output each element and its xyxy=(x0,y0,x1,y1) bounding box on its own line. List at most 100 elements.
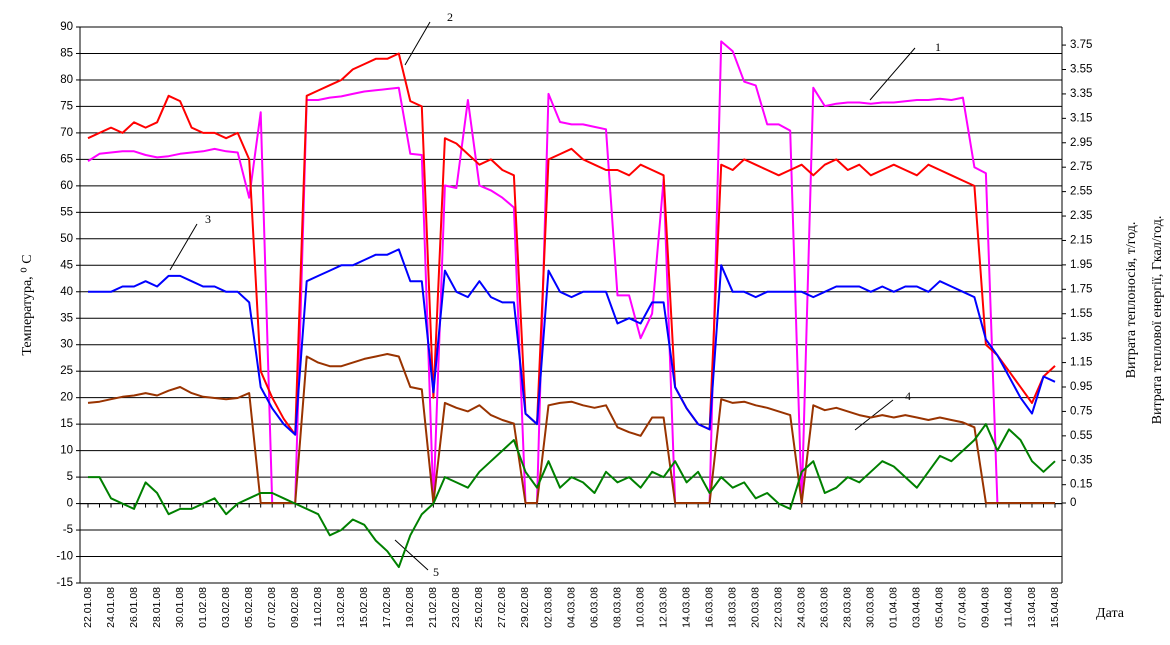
y-tick-label: -15 xyxy=(56,577,73,589)
y2-axis-title: Витрата теплової енергії, Гкал/год. xyxy=(1150,216,1165,425)
y-tick-label: 85 xyxy=(60,48,73,60)
y2-tick-label: 1.35 xyxy=(1070,332,1092,344)
x-tick-label: 15.04.08 xyxy=(1049,587,1061,628)
y2-tick-label: 2.55 xyxy=(1070,186,1092,198)
leader xyxy=(404,21,431,66)
y-tick-label: -5 xyxy=(63,524,73,536)
y2-axis-title: Витрата теплоносія, т/год. xyxy=(1124,222,1139,379)
y-tick-label: 65 xyxy=(60,153,73,165)
y2-tick-label: 2.35 xyxy=(1070,210,1092,222)
y-tick-label: 45 xyxy=(60,259,73,271)
leader xyxy=(169,223,198,271)
series-line xyxy=(87,40,1055,504)
x-tick-label: 22.03.08 xyxy=(772,587,784,628)
y2-tick-label: 0 xyxy=(1070,497,1076,509)
annotation-leaders xyxy=(169,21,916,571)
y-tick-label: 10 xyxy=(60,445,73,457)
x-tick-label: 22.01.08 xyxy=(82,587,94,628)
x-tick-label: 25.02.08 xyxy=(473,587,485,628)
y2-tick-label: 2.75 xyxy=(1070,161,1092,173)
x-tick-label: 18.03.08 xyxy=(726,587,738,628)
x-tick-label: 13.02.08 xyxy=(335,587,347,628)
x-tick-label: 01.02.08 xyxy=(197,587,209,628)
y-tick-label: 80 xyxy=(60,74,73,86)
y2-tick-label: 2.15 xyxy=(1070,234,1092,246)
x-tick-label: 26.03.08 xyxy=(819,587,831,628)
y-axis-title: Температура, ⁰ C xyxy=(20,254,35,355)
y2-tick-label: 0.35 xyxy=(1070,454,1092,466)
series-line xyxy=(88,423,1056,569)
x-tick-label: 13.04.08 xyxy=(1026,587,1038,628)
annotation: 2 xyxy=(447,10,453,24)
y2-tick-label: 1.55 xyxy=(1070,308,1092,320)
x-tick-label: 20.03.08 xyxy=(749,587,761,628)
x-tick-label: 14.03.08 xyxy=(680,587,692,628)
axes: -15-10-505101520253035404550556065707580… xyxy=(56,21,1092,628)
x-tick-label: 10.03.08 xyxy=(634,587,646,628)
plot: -15-10-505101520253035404550556065707580… xyxy=(56,21,1092,628)
x-tick-label: 11.02.08 xyxy=(312,587,324,627)
y-tick-label: 60 xyxy=(60,180,73,192)
x-tick-label: 07.02.08 xyxy=(266,587,278,628)
x-tick-label: 04.03.08 xyxy=(565,587,577,628)
y2-tick-label: 3.35 xyxy=(1070,88,1092,100)
x-tick-label: 26.01.08 xyxy=(128,587,140,628)
y2-tick-label: 1.95 xyxy=(1070,259,1092,271)
annotation: 5 xyxy=(433,565,439,579)
x-tick-label: 06.03.08 xyxy=(588,587,600,628)
y-tick-label: 0 xyxy=(67,498,73,510)
y-tick-label: -10 xyxy=(56,551,73,563)
x-tick-label: 01.04.08 xyxy=(888,587,900,628)
y-tick-label: 5 xyxy=(67,471,73,483)
y-tick-label: 50 xyxy=(60,233,73,245)
y2-tick-label: 2.95 xyxy=(1070,137,1092,149)
x-tick-label: 03.04.08 xyxy=(911,587,923,628)
leader xyxy=(854,399,894,431)
x-tick-label: 11.04.08 xyxy=(1003,587,1015,627)
y2-tick-label: 1.15 xyxy=(1070,357,1092,369)
series-line xyxy=(87,353,1055,504)
x-tick-label: 17.02.08 xyxy=(381,587,393,628)
x-tick-label: 23.02.08 xyxy=(450,587,462,628)
y2-tick-label: 3.15 xyxy=(1070,112,1092,124)
y2-tick-label: 3.55 xyxy=(1070,64,1092,76)
x-tick-label: 21.02.08 xyxy=(427,587,439,628)
x-tick-label: 16.03.08 xyxy=(703,587,715,628)
x-tick-label: 24.01.08 xyxy=(105,587,117,628)
y-tick-label: 75 xyxy=(60,100,73,112)
x-axis-title: Дата xyxy=(1096,606,1125,621)
annotation: 3 xyxy=(205,212,211,226)
x-tick-label: 28.01.08 xyxy=(151,587,163,628)
x-tick-label: 09.04.08 xyxy=(980,587,992,628)
x-tick-label: 05.04.08 xyxy=(934,587,946,628)
leader xyxy=(869,47,916,101)
x-tick-label: 28.03.08 xyxy=(842,587,854,628)
y2-tick-label: 0.15 xyxy=(1070,479,1092,491)
y2-tick-label: 0.55 xyxy=(1070,430,1092,442)
y-tick-label: 30 xyxy=(60,339,73,351)
y-tick-label: 90 xyxy=(60,21,73,33)
y-tick-label: 20 xyxy=(60,392,73,404)
x-tick-label: 29.02.08 xyxy=(519,587,531,628)
leader xyxy=(394,539,429,571)
x-tick-label: 30.03.08 xyxy=(865,587,877,628)
x-tick-label: 24.03.08 xyxy=(796,587,808,628)
annotation: 4 xyxy=(905,389,911,403)
series-line xyxy=(88,248,1056,436)
annotation: 1 xyxy=(935,40,941,54)
x-tick-label: 05.02.08 xyxy=(243,587,255,628)
y-tick-label: 55 xyxy=(60,206,73,218)
series-line xyxy=(87,52,1056,436)
x-tick-label: 27.02.08 xyxy=(496,587,508,628)
x-tick-label: 19.02.08 xyxy=(404,587,416,628)
y2-tick-label: 0.75 xyxy=(1070,405,1092,417)
y-tick-label: 15 xyxy=(60,418,73,430)
x-tick-label: 02.03.08 xyxy=(542,587,554,628)
x-tick-label: 09.02.08 xyxy=(289,587,301,628)
y-tick-label: 40 xyxy=(60,286,73,298)
y-tick-label: 35 xyxy=(60,312,73,324)
y2-tick-label: 3.75 xyxy=(1070,39,1092,51)
y2-tick-label: 0.95 xyxy=(1070,381,1092,393)
x-tick-label: 07.04.08 xyxy=(957,587,969,628)
